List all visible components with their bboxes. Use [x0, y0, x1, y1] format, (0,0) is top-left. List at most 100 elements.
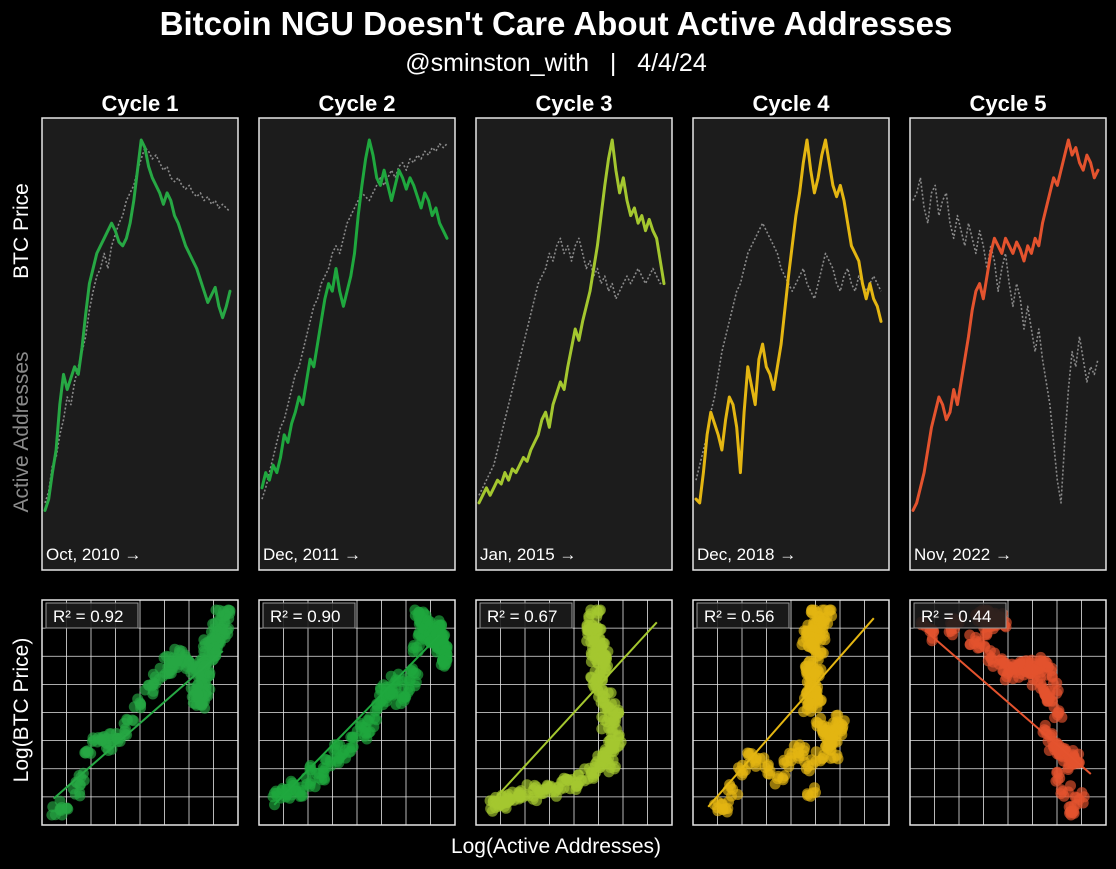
scatter-point	[1068, 751, 1080, 763]
timeseries-panel	[692, 117, 890, 571]
scatter-point	[306, 764, 317, 776]
scatter-point	[595, 665, 607, 677]
y-label-log-price: Log(BTC Price)	[10, 638, 33, 783]
r2-box	[262, 602, 356, 629]
r2-box	[479, 602, 573, 629]
timeseries-panel	[258, 117, 456, 571]
active-addresses-line	[478, 237, 665, 496]
scatter-point	[74, 790, 86, 802]
timeseries-panel	[909, 117, 1107, 571]
scatter-point	[727, 783, 739, 795]
scatter-point	[294, 786, 306, 798]
scatter-point	[1006, 658, 1018, 670]
cycle-title: Cycle 4	[752, 91, 830, 116]
scatter-point	[812, 650, 824, 662]
active-addresses-line	[44, 146, 231, 504]
scatter-point	[194, 699, 206, 711]
scatter-point	[80, 746, 92, 757]
scatter-point	[1041, 657, 1053, 669]
scatter-point	[139, 684, 151, 696]
scatter-point	[317, 762, 329, 774]
scatter-point	[369, 705, 381, 717]
chart-title: Bitcoin NGU Doesn't Care About Active Ad…	[160, 5, 953, 42]
scatter-point	[407, 642, 419, 654]
cycle-1-group: Cycle 1 Oct, 2010 → R² = 0.92	[41, 91, 239, 826]
scatter-point	[720, 803, 731, 815]
btc-price-line	[260, 138, 449, 490]
scatter-point	[803, 697, 815, 709]
scatter-point	[810, 746, 822, 758]
scatter-point	[1073, 794, 1085, 805]
r2-label: R² = 0.90	[270, 607, 340, 626]
cycle-2-group: Cycle 2 Dec, 2011 → R² = 0.90	[258, 91, 456, 826]
scatter-point	[223, 613, 235, 624]
scatter-point	[830, 710, 842, 721]
scatter-point	[527, 793, 539, 805]
scatter-point	[1022, 664, 1034, 676]
cycle-start-label: Dec, 2018 →	[697, 545, 796, 564]
cycle-start-label: Dec, 2011 →	[263, 545, 361, 564]
y-label-active-addresses: Active Addresses	[10, 351, 33, 512]
scatter-point	[754, 753, 766, 764]
cycle-start-label: Jan, 2015 →	[480, 545, 576, 564]
r2-label: R² = 0.56	[704, 607, 774, 626]
scatter-point	[158, 652, 170, 664]
scatter-point	[385, 670, 397, 682]
scatter-point	[438, 660, 450, 672]
regression-line	[52, 650, 224, 800]
scatter-point	[592, 683, 604, 695]
active-addresses-line	[261, 143, 448, 500]
regression-line	[707, 617, 875, 808]
scatter-point	[831, 749, 843, 761]
timeseries-panel	[475, 117, 673, 571]
timeseries-panel	[41, 117, 239, 571]
r2-label: R² = 0.44	[921, 607, 991, 626]
cycle-start-label: Nov, 2022 →	[914, 545, 1012, 564]
scatter-point	[148, 677, 160, 689]
scatter-point	[412, 669, 424, 681]
r2-box	[696, 602, 790, 629]
scatter-point	[604, 762, 616, 773]
r2-label: R² = 0.92	[53, 607, 123, 626]
cycle-title: Cycle 3	[535, 91, 612, 116]
scatter-point	[360, 728, 372, 739]
x-label-log-addresses: Log(Active Addresses)	[451, 835, 661, 858]
scatter-point	[608, 739, 620, 751]
scatter-point	[1064, 806, 1076, 818]
y-label-btc-price: BTC Price	[10, 183, 33, 279]
cycle-3-group: Cycle 3 Jan, 2015 → R² = 0.67	[475, 91, 673, 826]
regression-line	[490, 621, 658, 804]
scatter-point	[812, 717, 824, 729]
regression-line	[924, 629, 1092, 775]
scatter-point	[1046, 671, 1058, 683]
cycle-title: Cycle 1	[101, 91, 178, 116]
scatter-point	[570, 777, 582, 788]
scatter-point	[347, 741, 359, 753]
scatter-point	[802, 788, 813, 800]
scatter-point	[1054, 772, 1066, 784]
btc-price-line	[694, 138, 883, 505]
scatter-point	[120, 723, 131, 735]
scatter-point	[609, 717, 621, 728]
scatter-point	[602, 687, 614, 699]
scatter-point	[594, 604, 606, 616]
scatter-point	[595, 641, 607, 653]
scatter-point	[970, 635, 982, 647]
scatter-point	[612, 730, 624, 742]
scatter-point	[590, 622, 602, 634]
scatter-point	[600, 752, 612, 763]
scatter-point	[280, 791, 292, 803]
btc-price-line	[911, 138, 1100, 512]
r2-label: R² = 0.67	[487, 607, 557, 626]
scatter-point	[799, 742, 811, 754]
scatter-point	[192, 689, 204, 701]
scatter-point	[1065, 780, 1076, 792]
cycle-5-group: Cycle 5 Nov, 2022 → R² = 0.44	[909, 91, 1107, 826]
panels-group: Cycle 1 Oct, 2010 → R² = 0.92 Cycle 2 Dec, 2…	[41, 91, 1107, 826]
scatter-point	[814, 755, 826, 767]
cycle-title: Cycle 5	[969, 91, 1046, 116]
scatter-point	[809, 668, 821, 680]
scatter-point	[1042, 695, 1054, 707]
scatter-point	[132, 693, 144, 705]
scatter-point	[128, 715, 139, 727]
